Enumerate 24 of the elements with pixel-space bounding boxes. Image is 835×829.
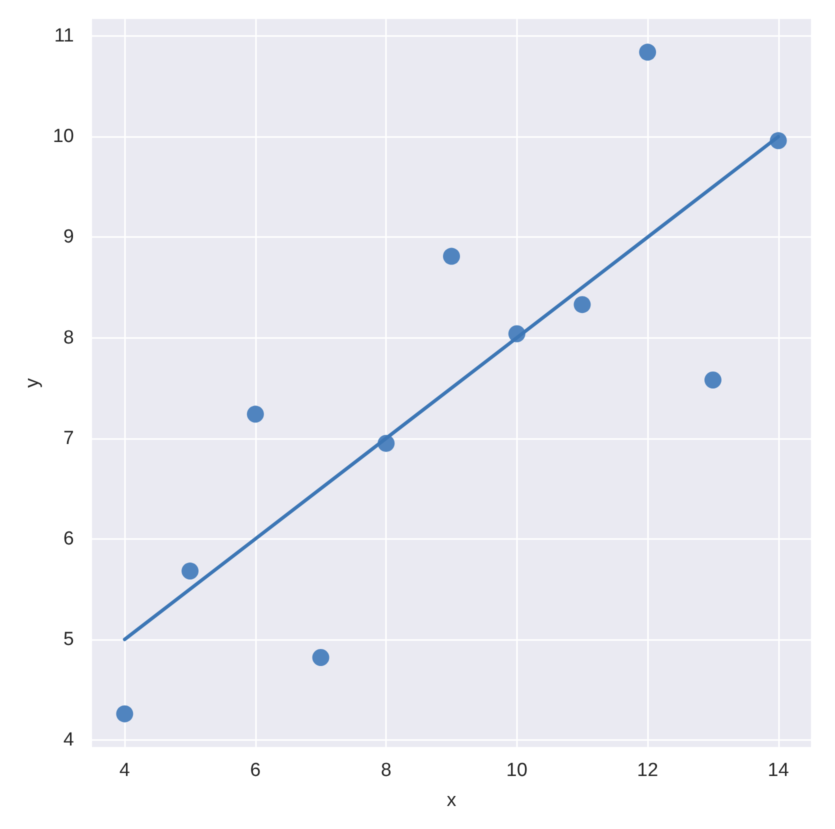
- y-tick-label: 8: [63, 327, 74, 348]
- y-tick-label: 7: [63, 428, 74, 449]
- point: [182, 562, 199, 580]
- x-tick-label: 14: [768, 760, 790, 781]
- point: [312, 649, 330, 666]
- point: [704, 371, 722, 388]
- x-tick-label: 6: [250, 760, 261, 781]
- x-tick-label: 10: [506, 760, 528, 781]
- point: [116, 705, 134, 722]
- point: [639, 44, 656, 61]
- point: [246, 406, 264, 423]
- x-axis-title: x: [446, 790, 457, 811]
- y-tick-label: 11: [54, 26, 74, 47]
- y-tick-label: 9: [63, 226, 74, 248]
- x-tick-label: 12: [637, 760, 658, 781]
- point: [574, 296, 591, 314]
- x-tick-label: 8: [380, 760, 392, 781]
- y-tick-label: 4: [63, 729, 74, 750]
- y-tick-label: 10: [52, 126, 74, 148]
- y-axis-title: y: [22, 378, 43, 388]
- x-tick-label: 4: [119, 760, 130, 781]
- point: [443, 248, 460, 265]
- y-tick-label: 6: [63, 528, 74, 550]
- y-tick-label: 5: [63, 628, 74, 650]
